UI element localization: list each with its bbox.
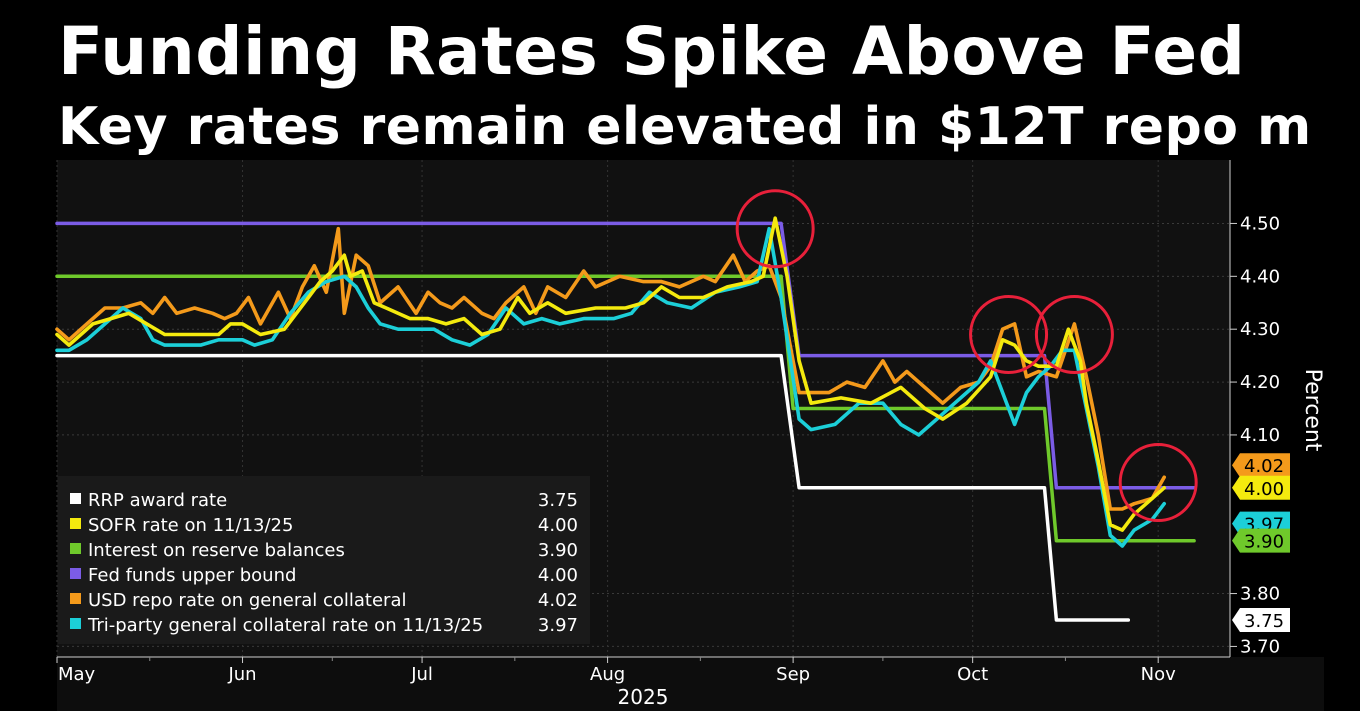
value-badge <box>1232 475 1290 500</box>
x-axis-band <box>57 657 1324 711</box>
y-tick-label: 3.70 <box>1240 636 1280 657</box>
x-tick-label: Sep <box>776 664 810 685</box>
legend-value: 3.97 <box>538 615 578 636</box>
series-line <box>55 226 1166 548</box>
legend-label: USD repo rate on general collateral <box>88 590 407 611</box>
y-tick-label: 4.10 <box>1240 425 1280 446</box>
series-line <box>55 353 1131 622</box>
value-badge-label: 4.00 <box>1244 479 1284 500</box>
legend-label: Interest on reserve balances <box>88 540 345 561</box>
x-tick-label: Nov <box>1141 664 1176 685</box>
annotation-circle <box>735 189 815 269</box>
annotation-circle <box>1118 443 1198 523</box>
legend-value: 4.00 <box>538 565 578 586</box>
x-tick-label: Aug <box>590 664 625 685</box>
x-axis-year-label: 2025 <box>618 685 669 709</box>
y-tick-label: 3.80 <box>1240 584 1280 605</box>
legend-swatch <box>70 518 81 529</box>
y-axis-area <box>1230 160 1324 657</box>
value-badge <box>1232 453 1290 478</box>
series-line <box>55 216 1166 532</box>
value-badge <box>1232 607 1290 632</box>
x-tick-label: Jul <box>410 664 433 685</box>
value-badges: 4.023.974.003.903.75 <box>1232 453 1290 632</box>
legend-swatch <box>70 543 81 554</box>
value-badge <box>1232 528 1290 553</box>
legend-value: 3.90 <box>538 540 578 561</box>
series-line <box>55 274 1196 543</box>
x-tick-label: Oct <box>957 664 988 685</box>
annotation-circle <box>1034 294 1114 374</box>
legend-label: Tri-party general collateral rate on 11/… <box>87 615 483 636</box>
y-axis: 4.50 4.40 4.30 4.20 4.10 3.80 3.70 <box>1229 160 1280 657</box>
annotations <box>735 189 1198 523</box>
value-badge-label: 4.02 <box>1244 456 1284 477</box>
series-line <box>55 221 1196 490</box>
legend-swatch <box>70 568 81 579</box>
series-line <box>55 226 1166 511</box>
y-axis-label: Percent <box>1300 369 1325 452</box>
value-badge-label: 3.90 <box>1244 532 1284 553</box>
legend-label: SOFR rate on 11/13/25 <box>88 515 293 536</box>
legend-swatch <box>70 493 81 504</box>
legend-swatch <box>70 593 81 604</box>
x-tick-label: Jun <box>227 664 256 685</box>
legend-label: Fed funds upper bound <box>88 565 296 586</box>
x-axis: May Jun Jul Aug Sep Oct Nov <box>56 656 1324 711</box>
y-tick-label: 4.40 <box>1240 266 1280 287</box>
legend-box <box>58 476 590 644</box>
legend: RRP award rate 3.75 SOFR rate on 11/13/25 4… <box>58 476 590 644</box>
legend-value: 4.00 <box>538 515 578 536</box>
chart-subtitle: Key rates remain elevated in $12T repo m <box>58 97 1312 157</box>
x-tick-label: May <box>58 664 96 685</box>
value-badge-label: 3.75 <box>1244 611 1284 632</box>
legend-swatch <box>70 618 81 629</box>
legend-value: 3.75 <box>538 490 578 511</box>
legend-label: RRP award rate <box>88 490 227 511</box>
chart-title: Funding Rates Spike Above Fed <box>58 13 1246 90</box>
y-tick-label: 4.30 <box>1240 319 1280 340</box>
y-tick-label: 4.20 <box>1240 372 1280 393</box>
series-lines <box>55 216 1196 622</box>
annotation-circle <box>969 294 1049 374</box>
legend-value: 4.02 <box>538 590 578 611</box>
y-tick-label: 4.50 <box>1240 213 1280 234</box>
